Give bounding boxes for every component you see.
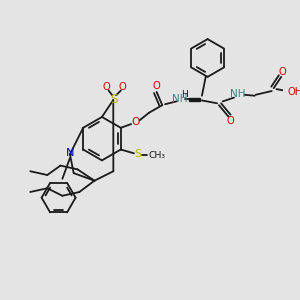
Text: OH: OH <box>288 87 300 97</box>
Text: O: O <box>226 116 234 126</box>
Text: CH₃: CH₃ <box>148 151 165 160</box>
FancyArrow shape <box>189 98 200 101</box>
Text: N: N <box>66 148 74 158</box>
Text: O: O <box>153 81 160 91</box>
Text: NH: NH <box>230 89 245 99</box>
Text: S: S <box>110 92 118 106</box>
Text: O: O <box>119 82 127 92</box>
Text: O: O <box>278 67 286 77</box>
Text: O: O <box>132 117 140 127</box>
Text: O: O <box>103 82 110 92</box>
Text: S: S <box>134 149 141 159</box>
Text: NH: NH <box>172 94 187 104</box>
Text: H: H <box>182 90 188 99</box>
